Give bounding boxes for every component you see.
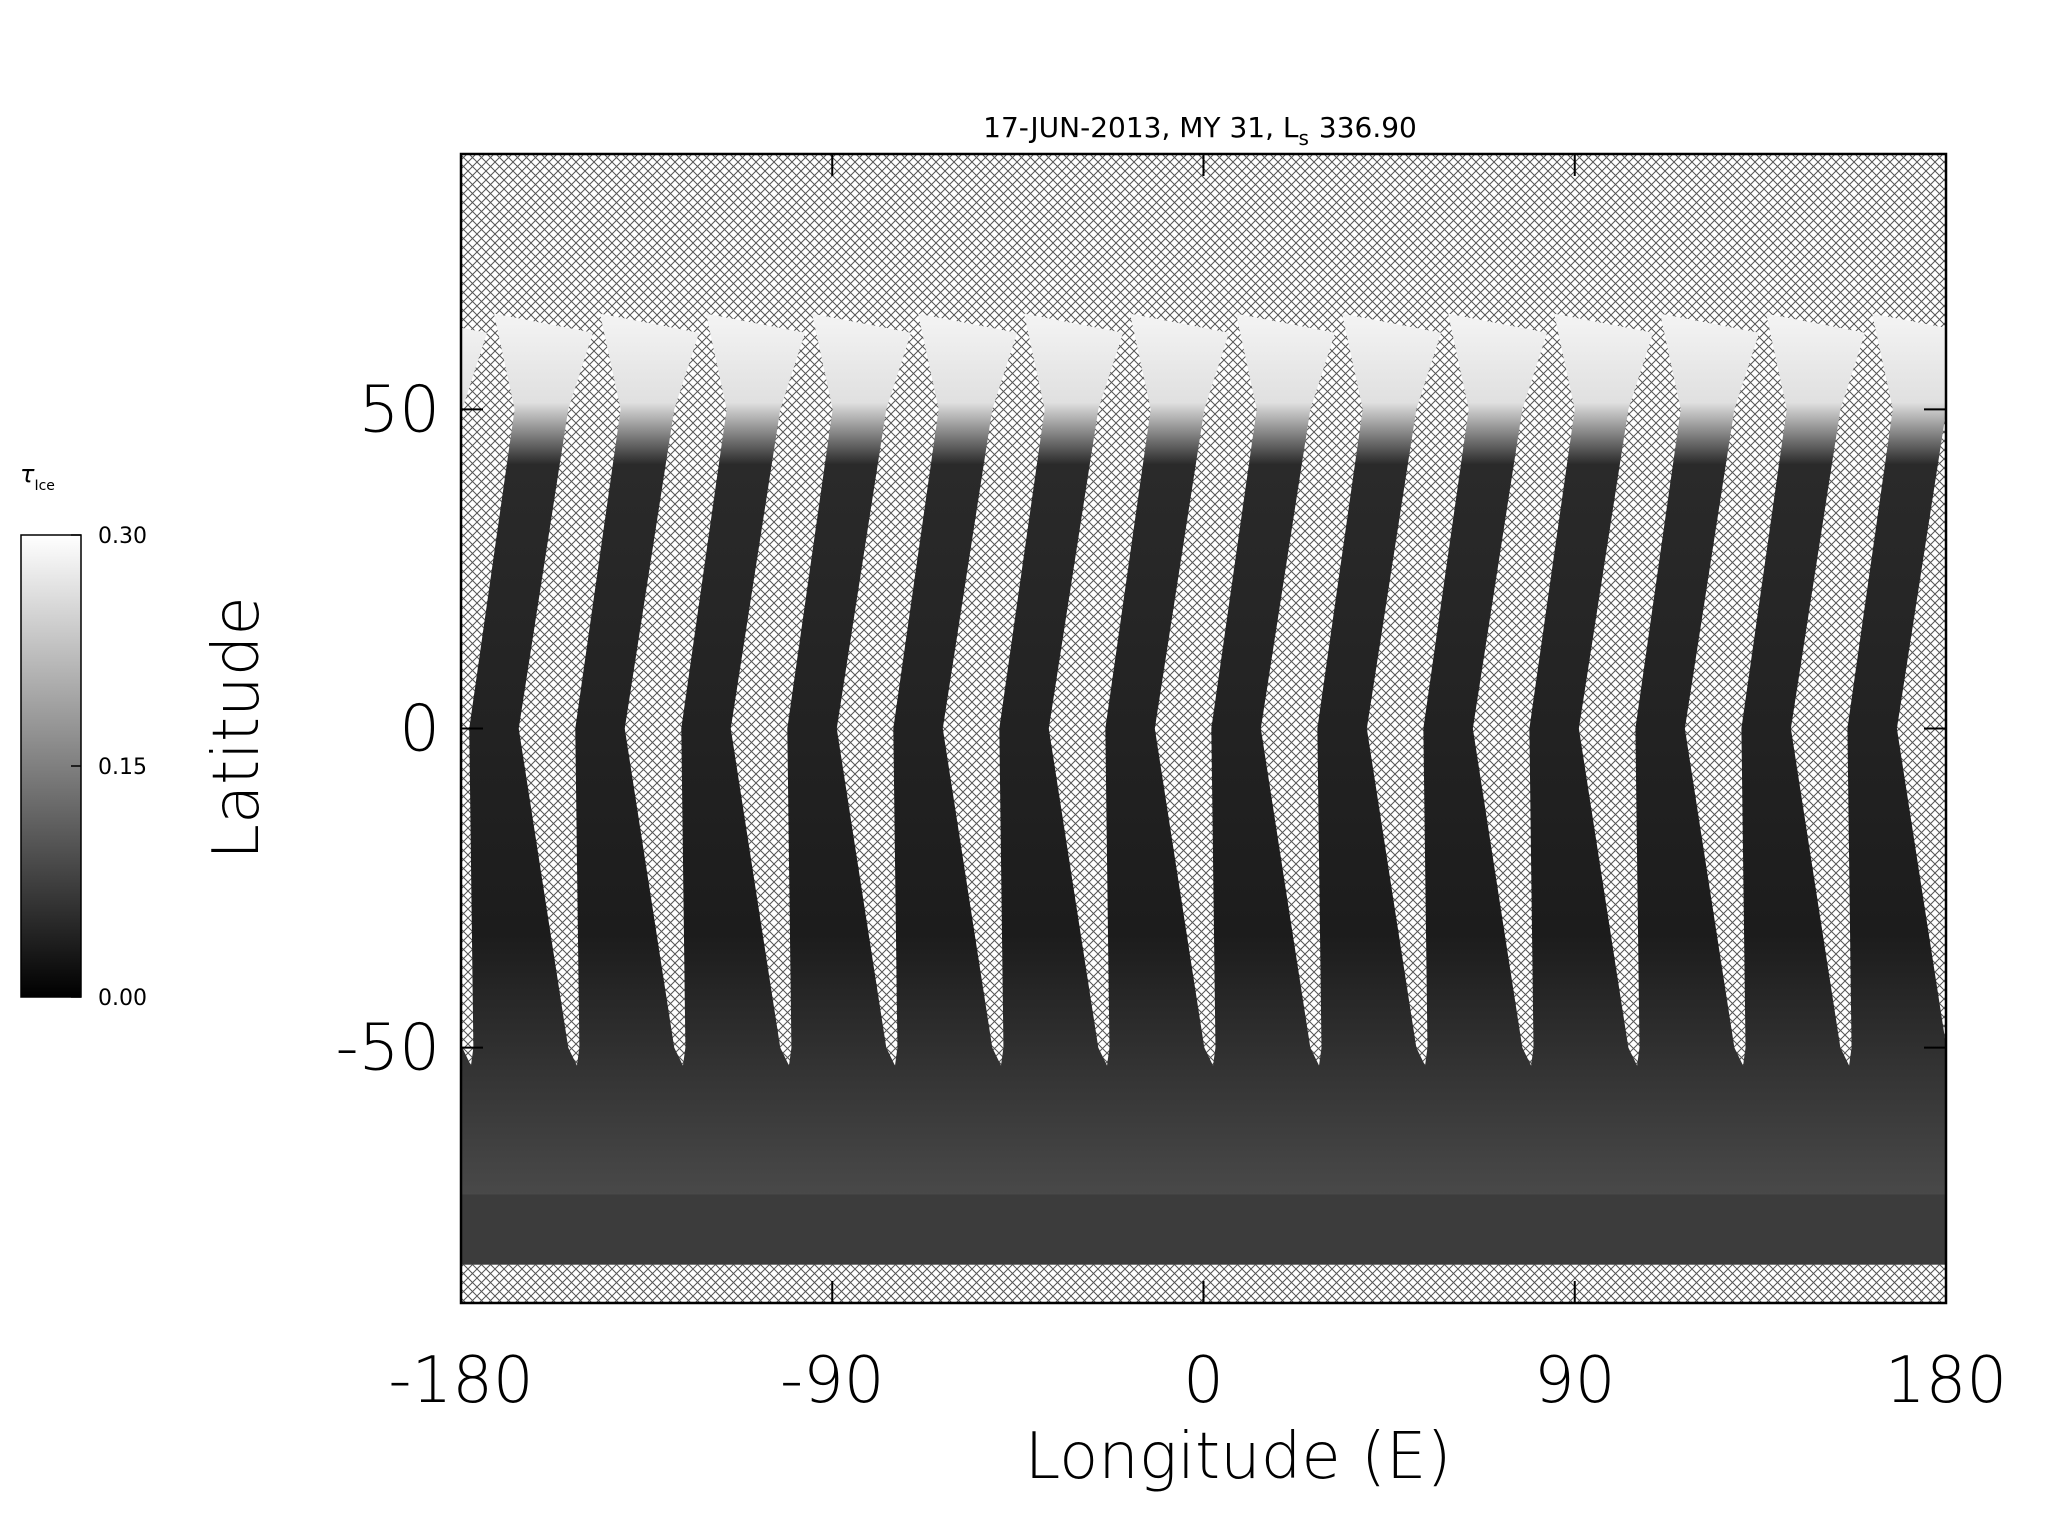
x-tick-label: -90 — [780, 1344, 885, 1418]
x-tick-label: 180 — [1885, 1344, 2007, 1418]
y-tick-label: 50 — [359, 373, 440, 447]
x-tick-label: 0 — [1183, 1344, 1224, 1418]
swath — [558, 313, 749, 1201]
y-tick-label: -50 — [335, 1012, 440, 1086]
swath — [1088, 313, 1279, 1201]
swath — [664, 313, 855, 1201]
swath — [1724, 313, 1915, 1201]
x-tick-label: -180 — [388, 1344, 533, 1418]
swath — [461, 313, 643, 1201]
swath — [876, 313, 1067, 1201]
x-tick-label: 90 — [1534, 1344, 1615, 1418]
swath — [1194, 313, 1385, 1201]
y-axis-label: Latitude — [200, 596, 274, 859]
polar-band — [461, 1194, 1946, 1265]
colorbar-tick-label: 0.00 — [98, 986, 147, 1011]
swath — [1936, 1133, 1946, 1201]
swath — [1618, 313, 1809, 1201]
x-axis-label: Longitude (E) — [1025, 1420, 1452, 1494]
colorbar-tick-label: 0.15 — [98, 755, 147, 780]
y-tick-label: 0 — [399, 693, 440, 767]
colorbar-tick-label: 0.30 — [98, 524, 147, 549]
swath — [1300, 313, 1491, 1201]
swath — [1406, 313, 1597, 1201]
swath — [1512, 313, 1703, 1201]
colorbar-label: τIce — [20, 460, 55, 494]
swath — [982, 313, 1173, 1201]
swath — [770, 313, 961, 1201]
swaths — [461, 313, 1946, 1265]
swath — [1830, 313, 1946, 1201]
chart-title: 17-JUN-2013, MY 31, Ls 336.90 — [983, 111, 1417, 150]
